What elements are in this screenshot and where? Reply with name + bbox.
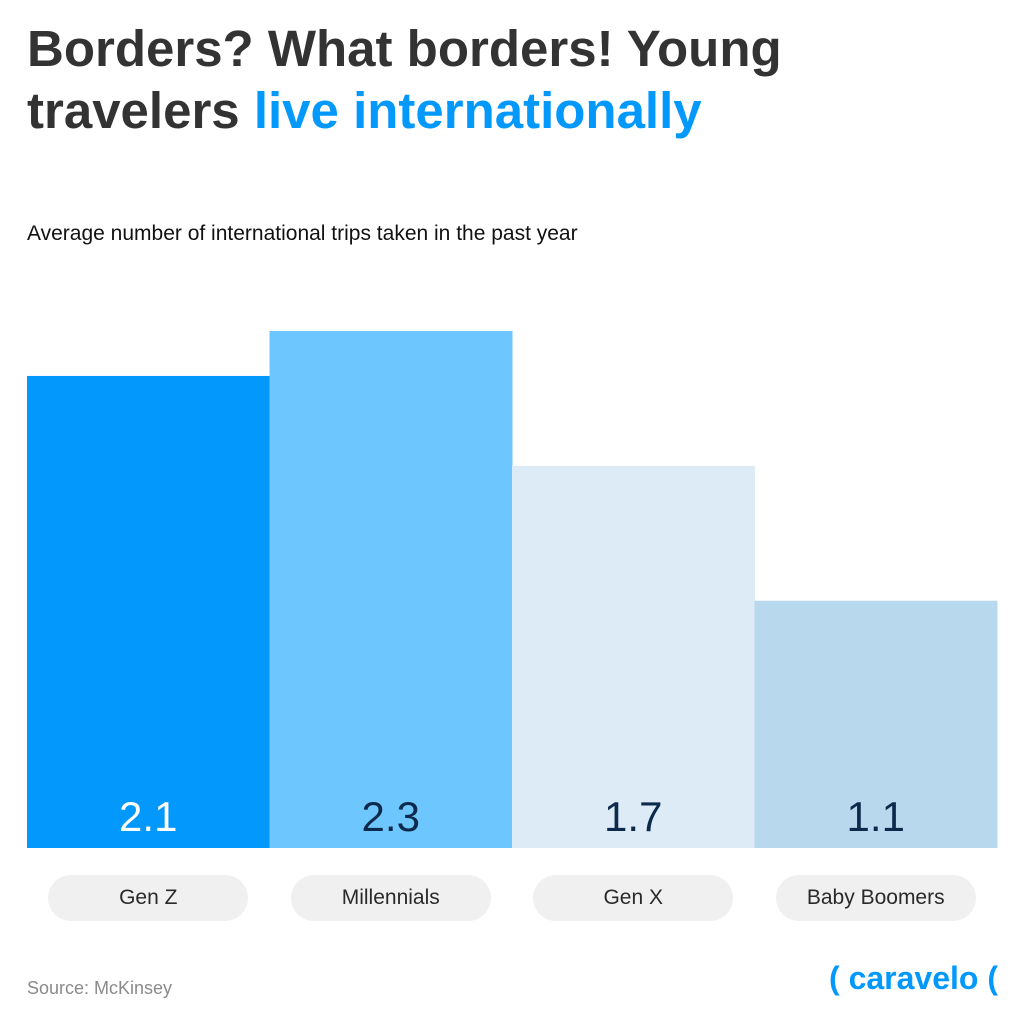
title-highlight: live internationally [253,82,702,139]
value-label: 1.1 [847,793,905,840]
value-label: 1.7 [604,793,662,840]
value-label: 2.3 [362,793,420,840]
category-label: Gen Z [48,875,249,921]
bar-gen-z [27,375,270,848]
bar-gen-x [512,465,755,848]
category-label: Baby Boomers [775,875,976,921]
value-label: 2.1 [119,793,177,840]
category-label: Gen X [533,875,734,921]
brand-logo: ( caravelo ( [829,960,998,996]
source-note: Source: McKinsey [27,978,173,998]
bar-millennials [269,331,513,848]
title-main: Borders? What borders! Young travelers [27,20,782,139]
bar-baby-boomers [754,600,998,848]
chart-subtitle: Average number of international trips ta… [27,222,578,245]
bar-chart: 2.1 2.3 1.7 1.1 [27,331,998,848]
chart-title: Borders? What borders! Young travelers l… [27,18,1007,142]
category-label: Millennials [290,875,491,921]
